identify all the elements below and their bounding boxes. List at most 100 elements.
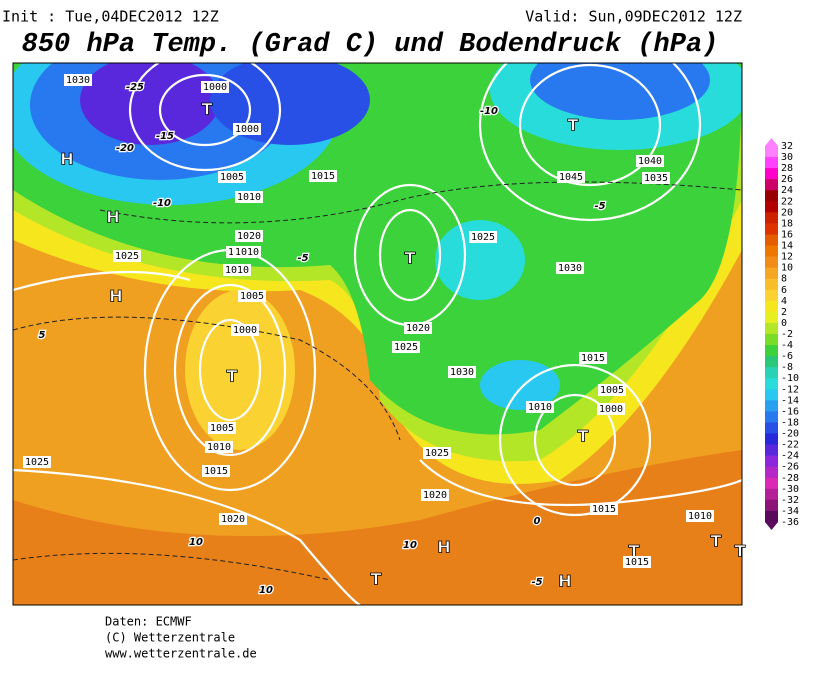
isobar-label: 1010 xyxy=(207,442,231,453)
pressure-center: T xyxy=(735,542,746,561)
colorbar-label: 14 xyxy=(781,241,793,252)
colorbar-label: -36 xyxy=(781,517,799,528)
isobar-label: 1010 xyxy=(688,511,712,522)
isobar-label: 1005 xyxy=(600,385,624,396)
pressure-center: T xyxy=(371,570,382,589)
colorbar-label: 4 xyxy=(781,296,787,307)
isobar-label: 1015 xyxy=(581,353,605,364)
colorbar-band xyxy=(765,190,778,202)
isobar-label-box xyxy=(208,422,236,434)
colorbar-band xyxy=(765,267,778,280)
valid-time: Valid: Sun,09DEC2012 12Z xyxy=(525,8,742,26)
colorbar-label: -12 xyxy=(781,384,799,395)
colorbar-band xyxy=(765,334,778,346)
colorbar-label: -28 xyxy=(781,473,799,484)
temperature-label: -10 xyxy=(480,106,498,117)
pressure-center: H xyxy=(558,572,571,591)
pressure-center: T xyxy=(711,532,722,551)
temperature-label: -5 xyxy=(594,201,605,212)
pressure-center: T xyxy=(578,427,589,446)
isobar-label: 1005 xyxy=(210,423,234,434)
isobar-label-box xyxy=(238,290,266,302)
isobar-label-box xyxy=(557,171,585,183)
isobar-label: 1015 xyxy=(625,557,649,568)
pressure-center: T xyxy=(629,542,640,561)
isobar-label: 1010 xyxy=(225,265,249,276)
temperature-label: -5 xyxy=(531,577,542,588)
colorbar-label: -16 xyxy=(781,406,799,417)
colorbar-band xyxy=(765,201,778,213)
isobar-label-box xyxy=(233,123,261,135)
colorbar-band xyxy=(765,356,778,368)
colorbar-band xyxy=(765,322,778,335)
colorbar-band xyxy=(765,278,778,291)
colorbar-bottom xyxy=(765,522,778,530)
isobar-label-box xyxy=(598,384,626,396)
isobar-label-box xyxy=(219,513,247,525)
colorbar-top xyxy=(765,138,778,146)
pressure-center: H xyxy=(109,287,122,306)
colorbar-label: -2 xyxy=(781,329,793,340)
colorbar-label: -6 xyxy=(781,351,793,362)
isobar-label-box xyxy=(404,322,432,334)
isobar-label-box xyxy=(309,170,337,182)
pressure-center: T xyxy=(227,367,238,386)
temperature-label: 10 xyxy=(189,537,203,548)
isobar-label: 1015 xyxy=(592,504,616,515)
isobar-label-box xyxy=(64,74,92,86)
temperature-label: -5 xyxy=(297,253,308,264)
isobar-label: 1020 xyxy=(221,514,245,525)
colorbar-band xyxy=(765,477,778,490)
colorbar-label: 32 xyxy=(781,141,793,152)
colorbar-band xyxy=(765,179,778,191)
isobar-label: 1030 xyxy=(558,263,582,274)
colorbar-band xyxy=(765,256,778,269)
colorbar-label: 24 xyxy=(781,185,793,196)
isobar-label-box xyxy=(686,510,714,522)
isobar-label-box xyxy=(202,465,230,477)
isobar-label-box xyxy=(526,401,554,413)
colorbar-label: -26 xyxy=(781,462,799,473)
colorbar-band xyxy=(765,311,778,324)
init-time: Init : Tue,04DEC2012 12Z xyxy=(2,8,219,26)
isobar-label-box xyxy=(556,262,584,274)
isobar-label-box xyxy=(448,366,476,378)
colorbar-label: 8 xyxy=(781,274,787,285)
colorbar-label: 6 xyxy=(781,285,787,296)
pressure-center: T xyxy=(405,249,416,268)
isobar-label-box xyxy=(642,172,670,184)
isobar-label-box xyxy=(423,447,451,459)
colorbar-label: 2 xyxy=(781,307,787,318)
colorbar-label: -32 xyxy=(781,495,799,506)
footer-source: Daten: ECMWF xyxy=(105,615,192,629)
temperature-label: 10 xyxy=(259,585,273,596)
isobar-label: 1015 xyxy=(204,466,228,477)
pressure-center: H xyxy=(437,538,450,557)
isobar-label: 1030 xyxy=(66,75,90,86)
isobar-label-box xyxy=(579,352,607,364)
temperature-label: -20 xyxy=(116,143,134,154)
colorbar-band xyxy=(765,510,778,523)
pressure-center: H xyxy=(106,208,119,227)
colorbar-label: 30 xyxy=(781,152,793,163)
isobar-label: 1020 xyxy=(406,323,430,334)
colorbar-label: 12 xyxy=(781,252,793,263)
colorbar-label: 18 xyxy=(781,218,793,229)
colorbar-band xyxy=(765,444,778,457)
isobar-label: 1005 xyxy=(240,291,264,302)
isobar-label: 1020 xyxy=(423,490,447,501)
temperature-label: -15 xyxy=(156,131,174,142)
colorbar-band xyxy=(765,234,778,247)
isobar-label: 1045 xyxy=(559,172,583,183)
colorbar-label: -14 xyxy=(781,395,799,406)
isobar-label: 1000 xyxy=(599,404,623,415)
map-labels: 103010001000THHH-25-20-15-10100510101025… xyxy=(23,74,746,597)
colorbar-label: 16 xyxy=(781,229,793,240)
footer-url: www.wetterzentrale.de xyxy=(105,647,257,661)
isobar-label: 1015 xyxy=(311,171,335,182)
colorbar: 32302826242220181614121086420-2-4-6-8-10… xyxy=(765,138,799,530)
isobar-label-box xyxy=(421,489,449,501)
colorbar-band xyxy=(765,345,778,357)
pressure-center: T xyxy=(568,116,579,135)
isobar-label-box xyxy=(392,341,420,353)
